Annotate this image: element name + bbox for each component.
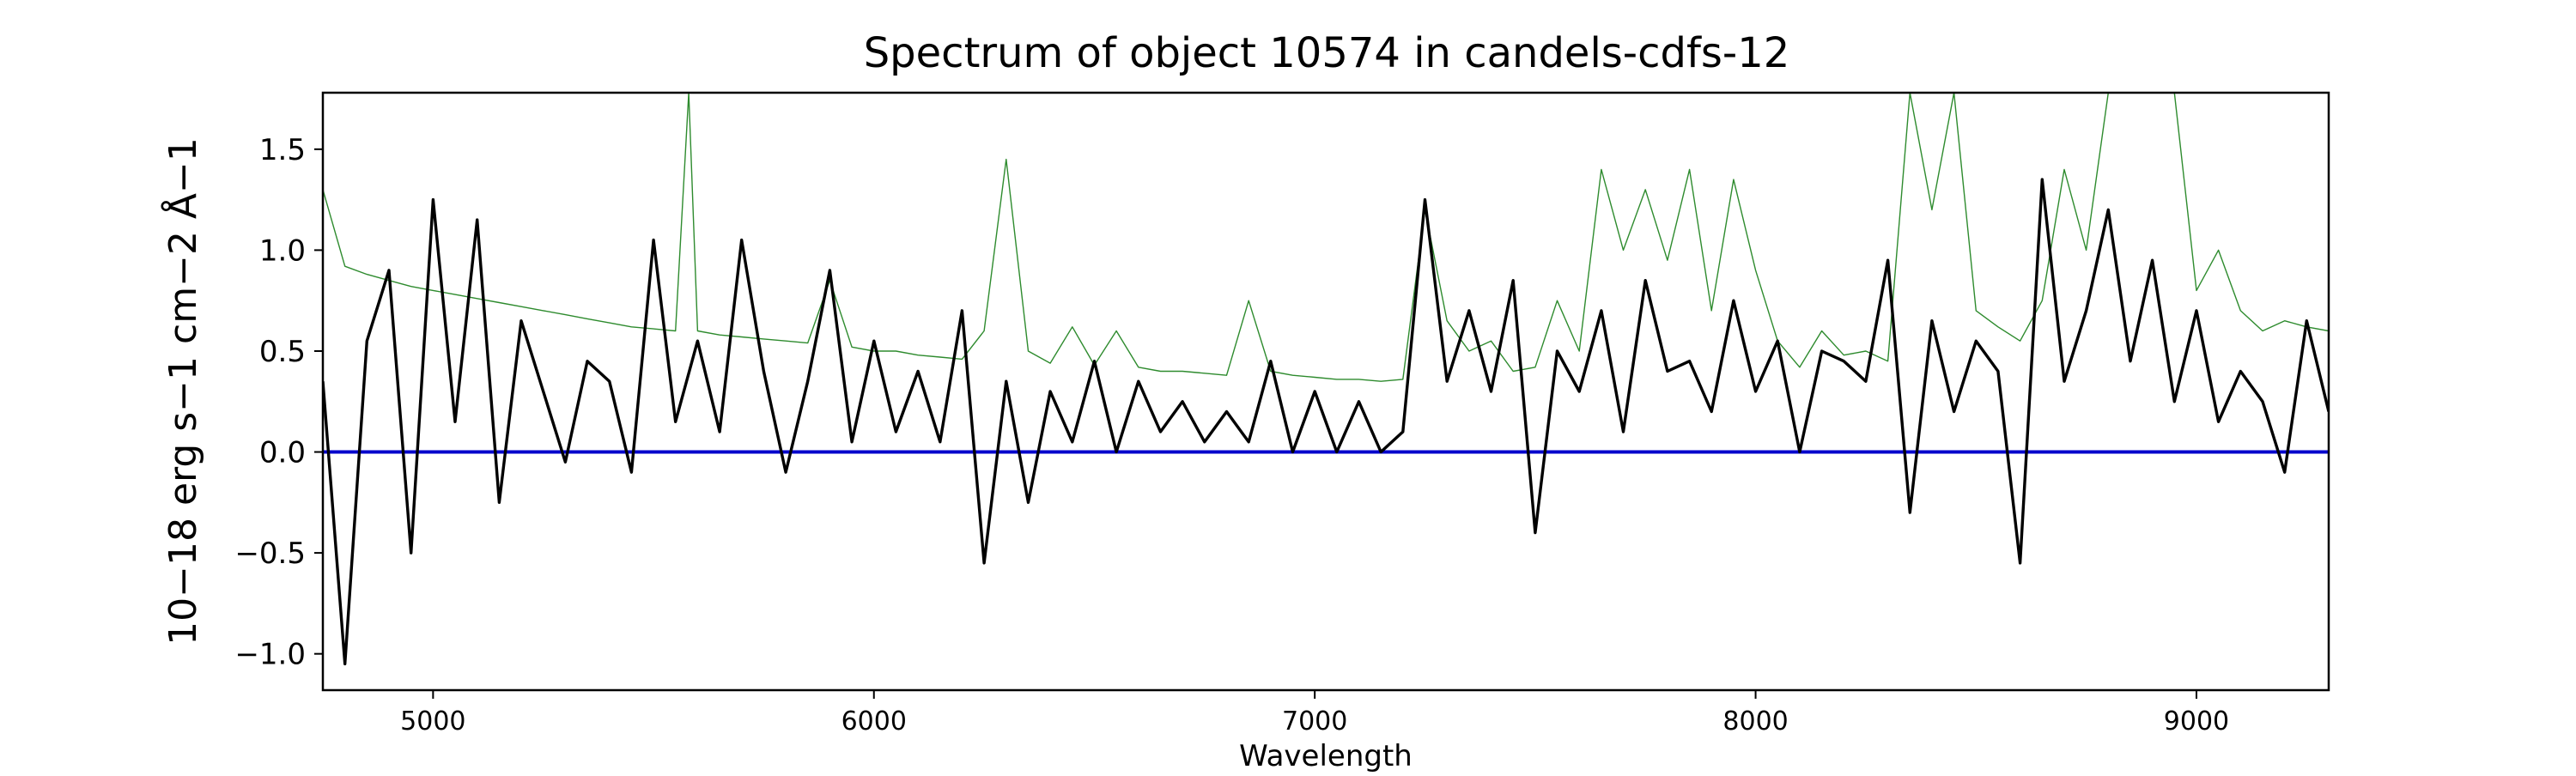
x-axis: 5000 6000 7000 8000 9000 <box>400 690 2229 737</box>
series-line-flux <box>323 178 2329 666</box>
x-tick-label: 5000 <box>400 706 465 737</box>
y-tick-label: −0.5 <box>234 537 306 571</box>
y-axis: −1.0 −0.5 0.0 0.5 1.0 1.5 <box>234 133 323 672</box>
x-tick-label: 8000 <box>1722 706 1788 737</box>
plot-frame <box>321 91 2330 692</box>
x-tick-label: 6000 <box>841 706 907 737</box>
y-tick-label: 1.5 <box>259 133 306 167</box>
x-tick-label: 7000 <box>1282 706 1347 737</box>
series-line-error <box>323 93 2329 382</box>
y-axis-label: 10−18 erg s−1 cm−2 Å−1 <box>160 137 205 646</box>
y-tick-label: 1.0 <box>259 233 306 268</box>
y-tick-label: 0.0 <box>259 436 306 470</box>
chart-title: Spectrum of object 10574 in candels-cdfs… <box>864 29 1790 77</box>
y-tick-label: 0.5 <box>259 335 306 369</box>
x-tick-label: 9000 <box>2164 706 2229 737</box>
y-tick-label: −1.0 <box>234 638 306 672</box>
x-axis-label: Wavelength <box>1239 739 1413 773</box>
series-layer <box>323 93 2329 666</box>
